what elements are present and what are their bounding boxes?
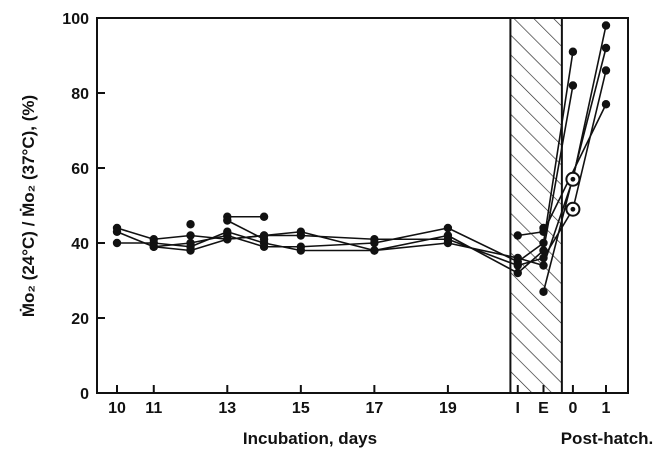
circled-point-center (570, 206, 576, 212)
data-point (223, 227, 232, 236)
y-axis-title: Ṁo₂ (24°C) / Ṁo₂ (37°C), (%) (19, 95, 38, 317)
data-point (296, 231, 306, 240)
x-tick-label: I (516, 400, 520, 417)
data-point (539, 246, 548, 255)
y-tick-label: 40 (71, 236, 89, 253)
circled-point-center (570, 176, 576, 182)
data-point (223, 216, 232, 225)
hatched-region (509, 17, 563, 394)
data-point (539, 253, 548, 263)
data-point (601, 21, 611, 30)
series-line-2 (116, 51, 574, 263)
data-point (539, 223, 548, 233)
data-point (513, 268, 522, 278)
data-point (149, 242, 158, 251)
y-tick-label: 80 (71, 86, 89, 103)
x-tick-label: 10 (108, 400, 126, 417)
x-tick-label: E (538, 400, 549, 417)
y-tick-label: 0 (80, 386, 89, 403)
points-layer (112, 21, 611, 296)
x-tick-label: 19 (439, 400, 457, 417)
data-point (370, 235, 379, 244)
data-point (513, 261, 522, 270)
data-point (443, 223, 453, 233)
data-point (112, 227, 122, 236)
data-point (539, 287, 548, 296)
x-tick-label: 0 (568, 400, 577, 417)
data-point (296, 246, 306, 255)
x-tick-label: 17 (365, 400, 383, 417)
data-point (539, 261, 548, 270)
series-line-6 (226, 219, 265, 240)
data-point (443, 235, 453, 244)
labels-layer: 0 20 40 60 80 100 10 11 13 15 17 19 I E 0 1 (62, 11, 610, 417)
data-point (513, 231, 522, 240)
data-point (601, 66, 611, 75)
x-tick-label: 15 (292, 400, 310, 417)
series-line-8 (542, 47, 607, 292)
x-axis-title-posthatch: Post-hatch. (561, 429, 654, 448)
data-point (186, 231, 195, 240)
x-tick-label: 1 (602, 400, 611, 417)
data-point (370, 246, 379, 255)
data-point (186, 220, 195, 229)
y-tick-label: 20 (71, 311, 89, 328)
data-point (112, 238, 122, 248)
y-tick-label: 60 (71, 161, 89, 178)
data-point (568, 47, 578, 56)
y-tick-label: 100 (62, 11, 89, 28)
axes-layer (96, 17, 629, 394)
data-point (601, 43, 611, 53)
x-tick-label: 13 (218, 400, 236, 417)
data-point (223, 235, 232, 244)
data-point (513, 253, 522, 263)
data-point (568, 81, 578, 90)
plot-frame (96, 17, 629, 394)
hatched-region-layer (509, 17, 563, 394)
data-point (259, 212, 269, 221)
x-tick-label: 11 (145, 400, 162, 417)
data-point (186, 246, 195, 255)
data-point (539, 238, 548, 248)
data-point (259, 235, 269, 244)
data-point (601, 100, 611, 109)
x-axis-title: Incubation, days (243, 429, 377, 448)
